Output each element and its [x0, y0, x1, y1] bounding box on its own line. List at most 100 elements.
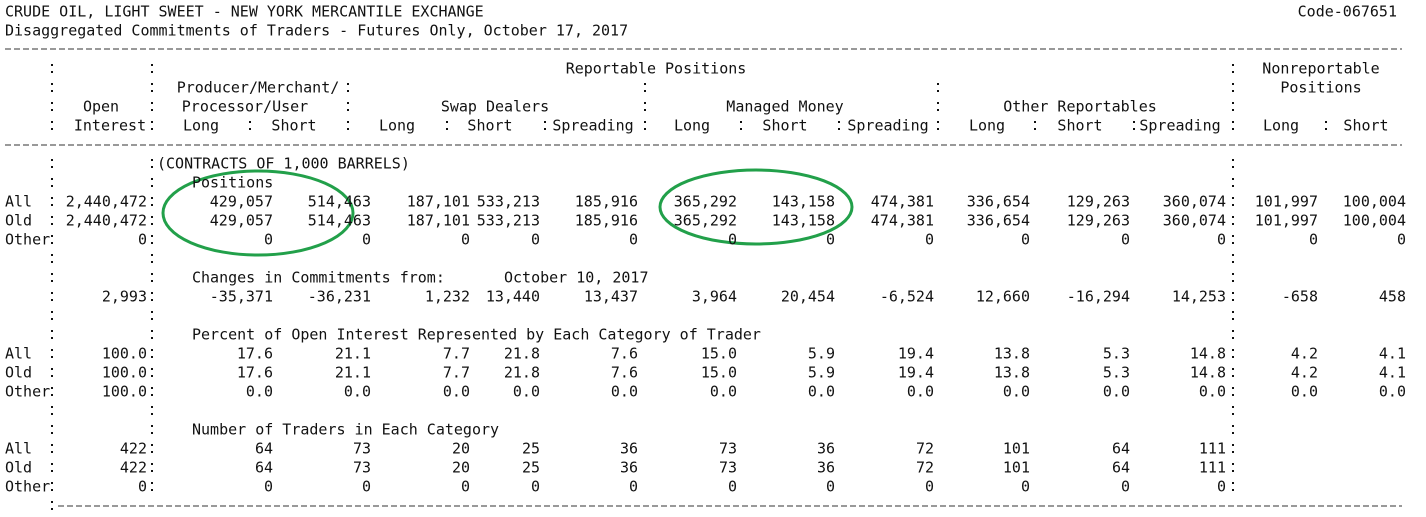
separator	[51, 394, 53, 396]
cell-value: 458	[1379, 288, 1406, 306]
separator	[1232, 349, 1234, 351]
separator	[1232, 261, 1234, 263]
separator	[347, 128, 349, 130]
separator	[51, 71, 53, 73]
cell-value: -658	[1282, 288, 1318, 306]
separator	[1325, 128, 1327, 130]
separator	[644, 102, 646, 104]
cell-value: 0	[461, 478, 470, 496]
separator	[151, 83, 153, 85]
cell-value: -6,524	[880, 288, 934, 306]
separator	[1232, 489, 1234, 491]
separator	[51, 489, 53, 491]
cell-value: 5.3	[1103, 364, 1130, 382]
cell-value: 13.8	[994, 364, 1030, 382]
cell-value: 21.8	[504, 364, 540, 382]
separator	[1232, 235, 1234, 237]
separator	[51, 508, 53, 510]
cell-value: 4.2	[1291, 345, 1318, 363]
separator	[1232, 223, 1234, 225]
section-title: Number of Traders in Each Category	[192, 421, 499, 439]
separator	[51, 432, 53, 434]
cell-value: 187,101	[407, 212, 470, 230]
separator	[151, 64, 153, 66]
separator	[51, 102, 53, 104]
cell-value: 0.0	[1379, 383, 1406, 401]
separator	[1232, 470, 1234, 472]
column-header: Short	[1343, 117, 1388, 135]
separator	[644, 90, 646, 92]
separator	[51, 311, 53, 313]
separator	[1034, 121, 1036, 123]
separator	[151, 292, 153, 294]
separator	[51, 280, 53, 282]
cell-value: 0	[1397, 231, 1406, 249]
separator	[51, 299, 53, 301]
separator	[51, 501, 53, 503]
cell-value: 7.7	[443, 345, 470, 363]
separator	[1232, 159, 1234, 161]
cell-value: 12,660	[976, 288, 1030, 306]
separator	[51, 64, 53, 66]
cell-value: 429,057	[210, 193, 273, 211]
report-title: CRUDE OIL, LIGHT SWEET - NEW YORK MERCAN…	[5, 3, 484, 21]
group-header: Positions	[1280, 79, 1361, 97]
separator	[644, 121, 646, 123]
separator	[937, 109, 939, 111]
separator	[51, 330, 53, 332]
separator	[1232, 185, 1234, 187]
cell-value: 533,213	[477, 193, 540, 211]
separator	[1232, 318, 1234, 320]
separator	[249, 128, 251, 130]
separator	[644, 128, 646, 130]
cell-value: 111	[1199, 440, 1226, 458]
cell-value: 365,292	[674, 193, 737, 211]
cell-value: 0	[138, 478, 147, 496]
separator	[446, 128, 448, 130]
cell-value: 64	[255, 440, 273, 458]
separator	[151, 178, 153, 180]
cell-value: 100.0	[102, 345, 147, 363]
separator	[51, 463, 53, 465]
separator	[51, 349, 53, 351]
separator	[151, 299, 153, 301]
cell-value: 185,916	[575, 212, 638, 230]
row-label: Old	[5, 459, 32, 477]
cell-value: 7.6	[611, 364, 638, 382]
separator	[151, 204, 153, 206]
separator	[51, 413, 53, 415]
separator	[544, 128, 546, 130]
separator	[151, 337, 153, 339]
cell-value: 21.1	[335, 345, 371, 363]
cell-value: 187,101	[407, 193, 470, 211]
separator	[1232, 166, 1234, 168]
separator	[51, 451, 53, 453]
separator	[51, 356, 53, 358]
cell-value: 474,381	[871, 193, 934, 211]
cell-value: -35,371	[210, 288, 273, 306]
cell-value: 0	[1217, 478, 1226, 496]
cell-value: 422	[120, 459, 147, 477]
cell-value: 14,253	[1172, 288, 1226, 306]
group-header: Other Reportables	[1003, 98, 1157, 116]
separator	[51, 406, 53, 408]
group-header: Reportable Positions	[566, 60, 747, 78]
cell-value: 13,437	[584, 288, 638, 306]
cell-value: 0.0	[1003, 383, 1030, 401]
separator	[51, 197, 53, 199]
separator	[51, 292, 53, 294]
separator	[51, 166, 53, 168]
cell-value: 72	[916, 459, 934, 477]
cell-value: 0	[1217, 231, 1226, 249]
separator	[51, 254, 53, 256]
separator	[151, 311, 153, 313]
separator	[51, 337, 53, 339]
separator	[1232, 394, 1234, 396]
row-label: All	[5, 193, 32, 211]
cell-value: 0	[925, 478, 934, 496]
separator	[1232, 109, 1234, 111]
section-title: Changes in Commitments from:	[192, 269, 445, 287]
separator	[1232, 299, 1234, 301]
separator	[151, 166, 153, 168]
row-label: Other	[5, 478, 50, 496]
